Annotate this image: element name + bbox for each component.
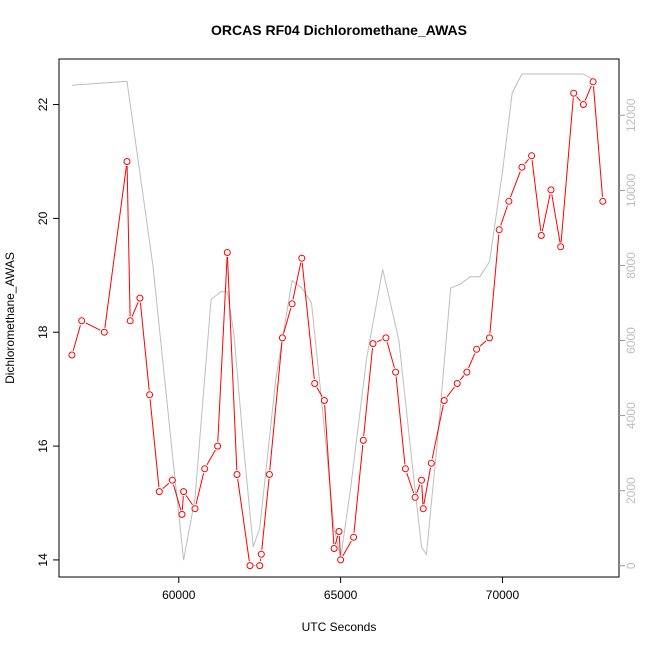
data-point [336, 529, 342, 535]
y2-tick-label: 10000 [624, 173, 638, 207]
data-point [215, 443, 221, 449]
data-point [247, 563, 253, 569]
data-point [289, 301, 295, 307]
data-point [331, 546, 337, 552]
x-tick-label: 65000 [324, 588, 358, 602]
data-point [147, 392, 153, 398]
y-tick-label: 14 [36, 553, 50, 567]
y-axis-label: Dichloromethane_AWAS [3, 252, 17, 384]
data-point [420, 506, 426, 512]
y2-tick-label: 6000 [624, 327, 638, 354]
x-axis-label: UTC Seconds [302, 620, 377, 634]
data-point [454, 381, 460, 387]
data-point [419, 477, 425, 483]
data-point [383, 335, 389, 341]
data-point [156, 489, 162, 495]
data-point [428, 460, 434, 466]
data-point [202, 466, 208, 472]
y2-tick-label: 2000 [624, 477, 638, 504]
data-point [257, 563, 263, 569]
data-point [266, 472, 272, 478]
x-tick-label: 60000 [162, 588, 196, 602]
data-point [137, 295, 143, 301]
data-point [590, 79, 596, 85]
chart-title: ORCAS RF04 Dichloromethane_AWAS [211, 22, 467, 38]
y2-tick-label: 0 [624, 562, 638, 569]
y-tick-label: 16 [36, 439, 50, 453]
data-point [558, 244, 564, 250]
data-point [192, 506, 198, 512]
data-point [538, 233, 544, 239]
data-point [179, 511, 185, 517]
data-point [181, 489, 187, 495]
y2-tick-label: 8000 [624, 252, 638, 279]
x-tick-label: 70000 [486, 588, 520, 602]
data-point [519, 164, 525, 170]
y-tick-label: 18 [36, 325, 50, 339]
y-tick-label: 20 [36, 211, 50, 225]
data-point [529, 153, 535, 159]
data-point [496, 227, 502, 233]
data-point [169, 477, 175, 483]
data-point [402, 466, 408, 472]
data-point [279, 335, 285, 341]
data-point [351, 534, 357, 540]
data-point [441, 398, 447, 404]
data-point [412, 494, 418, 500]
data-point [101, 329, 107, 335]
data-point [360, 437, 366, 443]
data-point [571, 90, 577, 96]
data-point [474, 346, 480, 352]
y2-tick-label: 12000 [624, 98, 638, 132]
data-point [393, 369, 399, 375]
data-point [580, 102, 586, 108]
data-point [224, 250, 230, 256]
data-point [464, 369, 470, 375]
data-point [69, 352, 75, 358]
data-point [321, 398, 327, 404]
data-point [506, 198, 512, 204]
data-point [299, 255, 305, 261]
data-point [124, 159, 130, 165]
data-point [79, 318, 85, 324]
y-tick-label: 22 [36, 98, 50, 112]
data-point [127, 318, 133, 324]
data-point [370, 341, 376, 347]
data-point [487, 335, 493, 341]
data-point [234, 472, 240, 478]
data-point [258, 551, 264, 557]
data-point [600, 198, 606, 204]
data-point [548, 187, 554, 193]
data-point [338, 557, 344, 563]
y2-tick-label: 4000 [624, 402, 638, 429]
data-point [312, 381, 318, 387]
